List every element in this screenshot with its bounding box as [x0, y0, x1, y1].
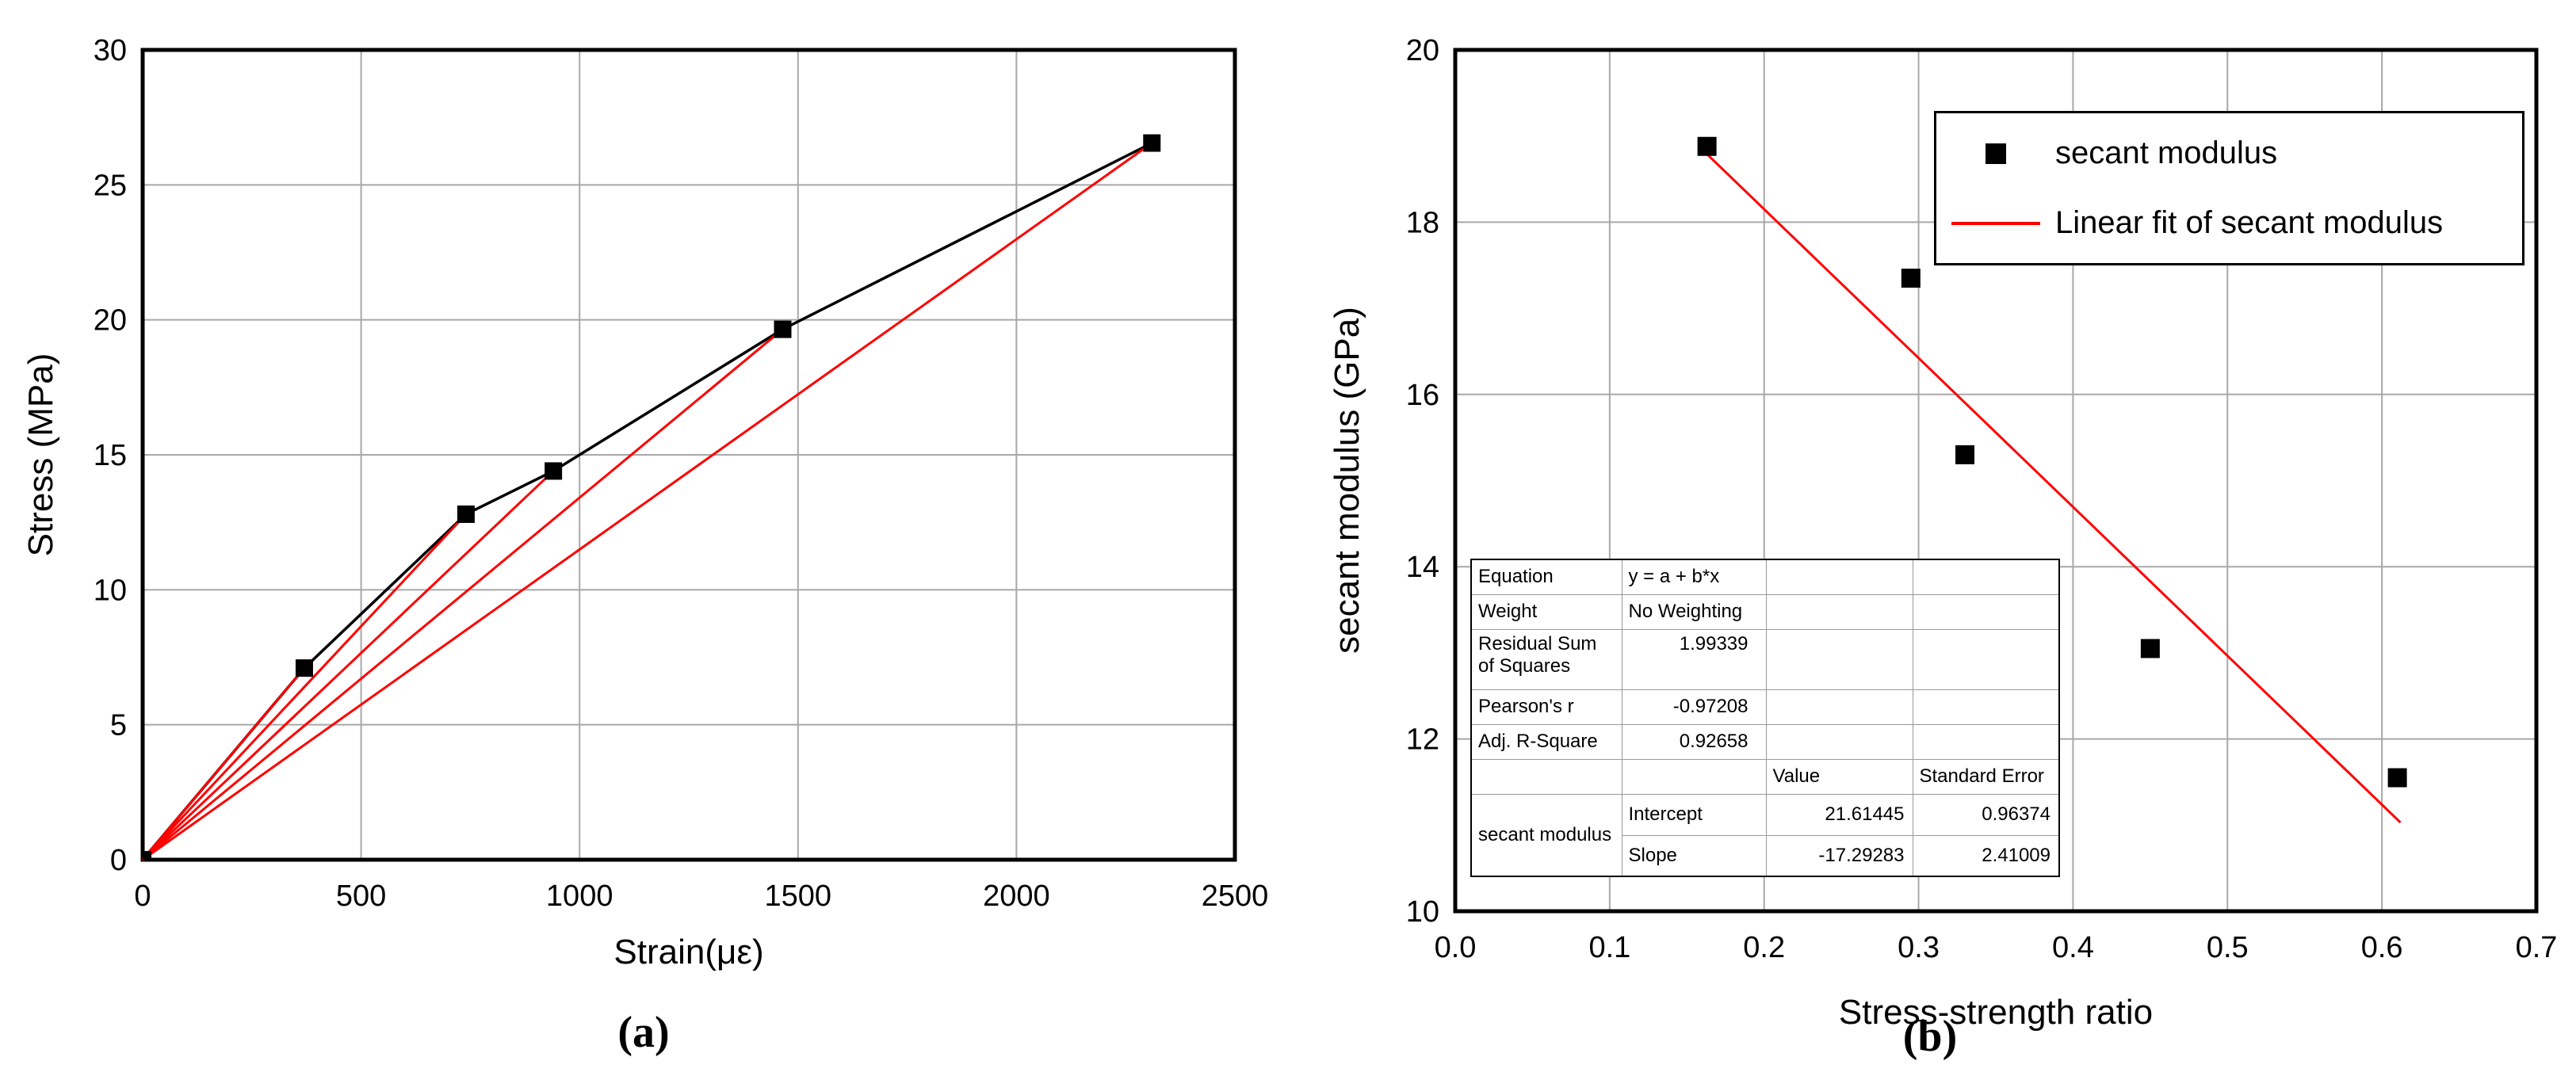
chart-a-x-axis-title: Strain(με) — [613, 933, 764, 971]
table-row: Equation y = a + b*x — [1470, 559, 2060, 595]
data-point-marker — [295, 659, 313, 677]
column-header: Value — [1765, 758, 1913, 795]
y-tick-label: 12 — [1406, 723, 1439, 757]
x-tick-label: 0.7 — [2516, 931, 2558, 964]
x-tick-label: 0 — [134, 880, 151, 913]
legend-label: secant modulus — [2055, 135, 2278, 170]
data-point-marker — [2140, 639, 2160, 658]
data-point-marker — [1143, 134, 1161, 152]
x-tick-label: 0.5 — [2207, 931, 2249, 964]
data-point-marker — [774, 320, 792, 338]
y-tick-label: 16 — [1406, 379, 1439, 412]
stat-series-label: secant modulus — [1470, 793, 1622, 877]
legend-item-linear-fit: Linear fit of secant modulus — [1936, 189, 2522, 258]
x-tick-label: 2500 — [1202, 880, 1269, 913]
secant-line — [141, 470, 555, 861]
stat-label: Equation — [1470, 559, 1622, 595]
legend-square-marker-icon — [1936, 143, 2055, 164]
y-tick-label: 20 — [94, 304, 127, 338]
x-tick-label: 1000 — [546, 880, 613, 913]
stat-label: Pearson's r — [1470, 689, 1622, 725]
table-row: Slope -17.29283 2.41009 — [1471, 834, 2060, 877]
data-point-marker — [545, 462, 563, 480]
tick-labels: 0.0 0.1 0.2 0.3 0.4 0.5 0.6 0.7 10 12 14 16 18 20 — [1406, 34, 2558, 964]
chart-b-y-axis-title: secant modulus (GPa) — [1328, 307, 1366, 654]
stress-strain-markers — [143, 134, 1161, 860]
chart-a-y-axis-title: Stress (MPa) — [21, 353, 60, 557]
data-point-marker — [143, 851, 151, 860]
y-tick-label: 14 — [1406, 551, 1439, 584]
chart-a-caption: (a) — [617, 1008, 670, 1057]
x-tick-label: 0.6 — [2361, 931, 2403, 964]
x-tick-label: 0.2 — [1743, 931, 1785, 964]
secant-modulus-markers — [1697, 136, 2407, 788]
table-row: Residual Sum of Squares 1.99339 — [1470, 628, 2060, 690]
x-tick-label: 500 — [336, 880, 386, 913]
table-row: Adj. R-Square 0.92658 — [1470, 723, 2060, 760]
stat-label: Slope — [1621, 834, 1767, 877]
gridlines — [143, 50, 1235, 860]
secant-line — [142, 142, 1153, 861]
y-tick-label: 15 — [94, 439, 127, 472]
y-tick-label: 25 — [94, 169, 127, 202]
legend-red-line-icon — [1936, 221, 2055, 225]
data-point-marker — [2387, 768, 2407, 788]
data-point-marker — [1901, 269, 1921, 288]
stat-label: Residual Sum of Squares — [1470, 628, 1622, 690]
linear-fit-line — [1706, 153, 2402, 824]
y-tick-label: 5 — [110, 709, 127, 742]
stat-value: 21.61445 — [1765, 793, 1913, 836]
data-point-marker — [1955, 445, 1975, 464]
legend-item-secant-modulus: secant modulus — [1936, 119, 2522, 189]
stat-label: Weight — [1470, 593, 1622, 630]
stat-value: No Weighting — [1621, 593, 1767, 630]
stat-value: 0.96374 — [1912, 793, 2060, 836]
x-tick-label: 0.1 — [1588, 931, 1630, 964]
x-tick-label: 0.4 — [2052, 931, 2094, 964]
y-tick-label: 10 — [1406, 895, 1439, 929]
data-point-marker — [1697, 136, 1717, 156]
chart-b-caption: (b) — [1902, 1012, 1958, 1061]
stat-value: -17.29283 — [1765, 834, 1913, 877]
stat-value: 1.99339 — [1621, 628, 1767, 690]
secant-line — [142, 328, 784, 861]
stat-value: y = a + b*x — [1621, 559, 1767, 595]
chart-b-x-axis-title: Stress-strength ratio — [1838, 993, 2154, 1032]
y-tick-label: 0 — [110, 844, 127, 877]
plot-border — [1453, 48, 2539, 914]
regression-stats-table: Equation y = a + b*x Weight No Weighting… — [1470, 559, 2060, 877]
data-point-marker — [457, 505, 475, 523]
legend-label: Linear fit of secant modulus — [2055, 205, 2444, 240]
table-row: Pearson's r -0.97208 — [1470, 689, 2060, 725]
table-row: Value Standard Error — [1470, 758, 2060, 795]
column-header: Standard Error — [1912, 758, 2060, 795]
y-tick-label: 10 — [94, 574, 127, 607]
y-tick-label: 18 — [1406, 206, 1439, 239]
x-tick-label: 0.0 — [1435, 931, 1477, 964]
legend: secant modulus Linear fit of secant modu… — [1934, 111, 2524, 265]
table-row: secant modulus Intercept 21.61445 0.9637… — [1470, 793, 2060, 877]
stat-label: Adj. R-Square — [1470, 723, 1622, 760]
y-tick-label: 30 — [94, 34, 127, 67]
y-tick-label: 20 — [1406, 34, 1439, 67]
secant-line — [141, 513, 467, 861]
x-tick-label: 2000 — [983, 880, 1050, 913]
x-tick-label: 0.3 — [1898, 931, 1940, 964]
stat-label: Intercept — [1621, 793, 1767, 836]
plot-border — [140, 48, 1237, 862]
secant-lines — [141, 142, 1153, 861]
stat-value: -0.97208 — [1621, 689, 1767, 725]
stat-value: 0.92658 — [1621, 723, 1767, 760]
x-tick-label: 1500 — [765, 880, 832, 913]
table-row: Weight No Weighting — [1470, 593, 2060, 630]
secant-line — [141, 667, 306, 861]
stat-value: 2.41009 — [1912, 834, 2060, 877]
tick-labels: 0 500 1000 1500 2000 2500 0 5 10 15 20 25 30 — [94, 34, 1269, 913]
